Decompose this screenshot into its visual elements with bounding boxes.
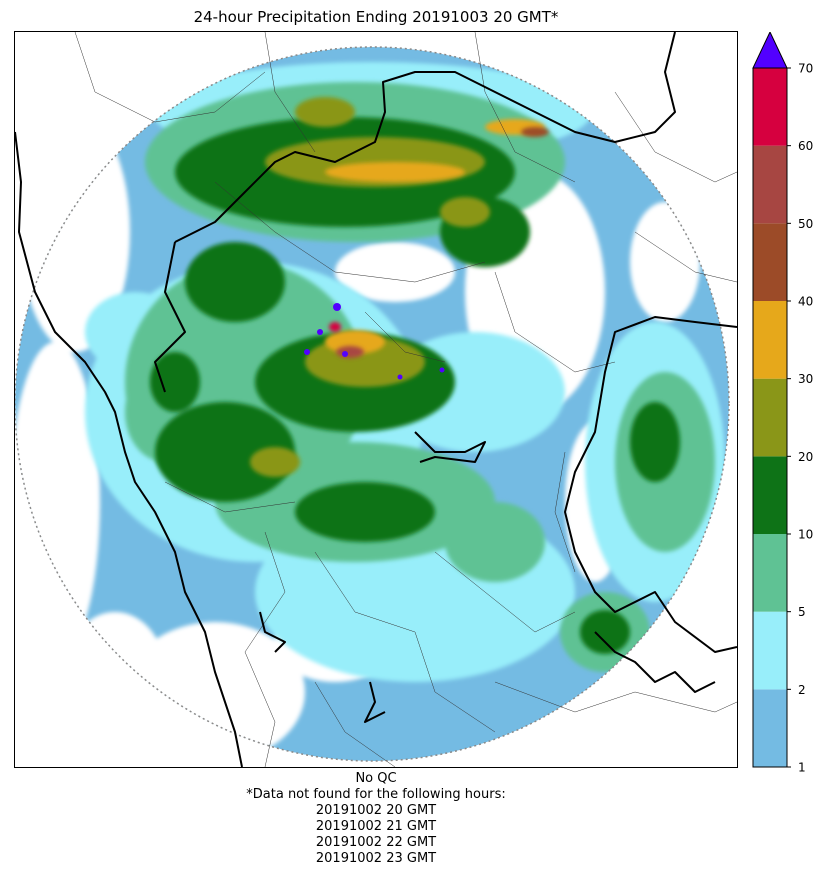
colorbar-tick-label: 60 xyxy=(798,139,813,153)
precipitation-field xyxy=(15,47,729,761)
colorbar-tick-label: 5 xyxy=(798,605,806,619)
qc-status: No QC xyxy=(355,771,397,786)
missing-hour: 20191002 21 GMT xyxy=(315,819,437,834)
missing-hour: 20191002 20 GMT xyxy=(315,803,437,818)
colorbar-segment xyxy=(753,378,787,457)
colorbar-segment xyxy=(753,534,787,612)
colorbar-svg: 1 2 5 10 20 30 40 50 60 70 xyxy=(752,30,813,775)
colorbar-tick-label: 40 xyxy=(798,295,813,309)
colorbar-segment xyxy=(753,145,787,224)
map-footer: No QC *Data not found for the following … xyxy=(14,771,738,867)
colorbar-tick-label: 2 xyxy=(798,683,806,697)
map-canvas xyxy=(15,32,737,767)
colorbar-tick-label: 70 xyxy=(798,62,813,76)
map-title: 24-hour Precipitation Ending 20191003 20… xyxy=(193,8,559,26)
colorbar-tick-label: 1 xyxy=(798,761,806,775)
colorbar-tick-label: 20 xyxy=(798,450,813,464)
colorbar-overflow-arrow xyxy=(752,30,788,69)
colorbar-legend: 1 2 5 10 20 30 40 50 60 70 xyxy=(752,30,822,777)
colorbar-segment xyxy=(753,223,787,301)
colorbar-frame xyxy=(752,67,788,768)
province-borders xyxy=(74,32,737,767)
colorbar-segment xyxy=(753,301,787,379)
colorbar-segment xyxy=(753,68,787,146)
missing-hour: 20191002 22 GMT xyxy=(315,835,437,850)
colorbar-segment xyxy=(753,689,787,767)
radar-range-ring xyxy=(15,46,730,762)
precipitation-map[interactable] xyxy=(14,31,738,768)
missing-hour: 20191002 23 GMT xyxy=(315,851,437,866)
colorbar-tick-label: 30 xyxy=(798,372,813,386)
colorbar-tick-label: 10 xyxy=(798,528,813,542)
country-borders xyxy=(15,32,737,767)
colorbar-tick-label: 50 xyxy=(798,217,813,231)
colorbar-segment xyxy=(753,456,787,534)
missing-data-note: *Data not found for the following hours: xyxy=(246,787,506,802)
colorbar-segment xyxy=(753,611,787,690)
